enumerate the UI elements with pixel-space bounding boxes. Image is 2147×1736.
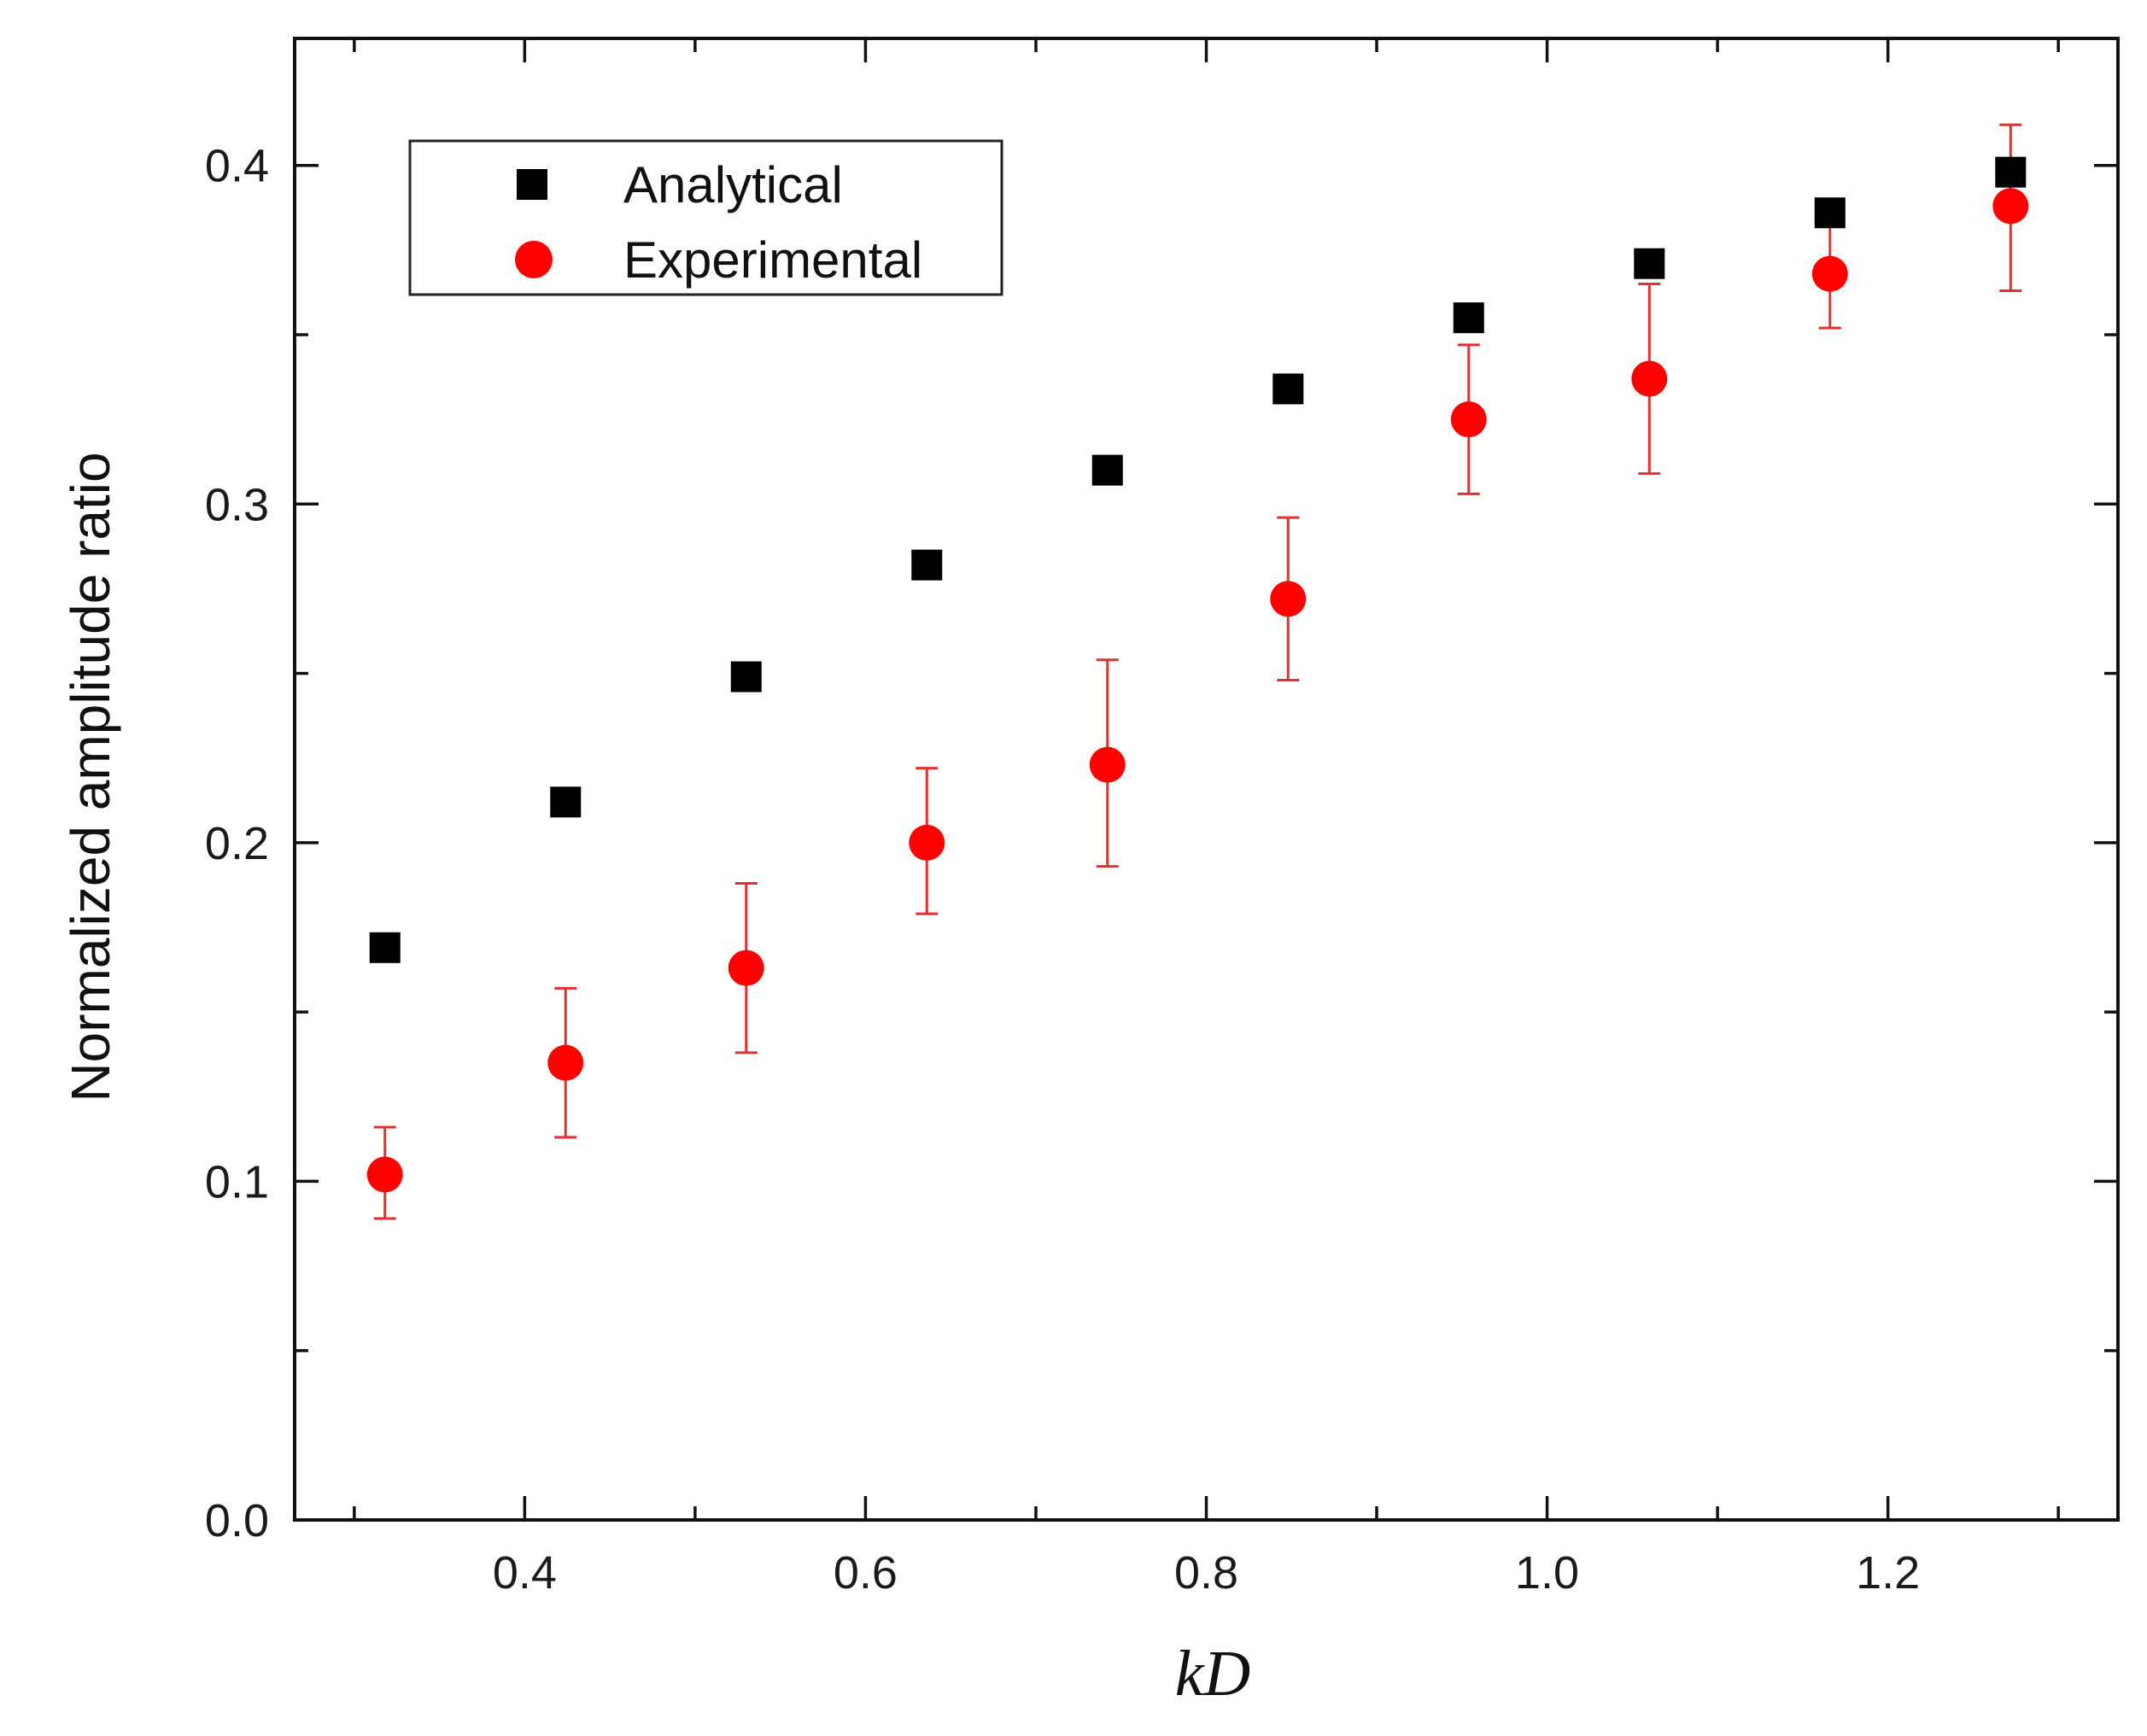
analytical-point [369,932,401,963]
experimental-point [1992,188,2029,225]
ticks: 0.4 0.6 0.8 1.0 1.2 0.0 0.1 0.2 0.3 0.4 [205,38,2118,1599]
legend-label-experimental: Experimental [623,231,922,289]
y-axis-label: Normalized amplitude ratio [60,452,121,1102]
legend-label-analytical: Analytical [623,156,843,213]
y-tick-label: 0.4 [205,141,269,192]
legend-square-icon [517,169,547,200]
legend-circle-icon [515,241,553,278]
analytical-point [1091,454,1123,486]
y-tick-label: 0.1 [205,1156,269,1207]
experimental-point [547,1044,584,1081]
experimental-point [909,824,945,861]
analytical-point [730,661,762,693]
analytical-point [550,786,582,818]
experimental-point [728,950,764,986]
x-tick-label: 0.8 [1174,1547,1238,1599]
y-tick-label: 0.0 [205,1495,269,1546]
x-tick-label: 1.2 [1856,1547,1920,1599]
experimental-point [1631,360,1668,397]
analytical-point [911,549,943,581]
experimental-point [1270,581,1307,617]
legend-box [408,139,1003,296]
analytical-point [1453,302,1484,334]
analytical-point [1995,156,2027,188]
analytical-point [1814,197,1846,229]
legend: Analytical Experimental [408,139,1003,296]
analytical-point [1634,248,1665,279]
analytical-point [1272,373,1304,405]
data-markers [366,156,2029,1193]
x-tick-label: 0.6 [834,1547,898,1599]
experimental-point [1450,401,1487,438]
y-tick-label: 0.3 [205,479,269,530]
x-axis-label: kD [1175,1638,1251,1710]
y-tick-label: 0.2 [205,818,269,869]
experimental-point [366,1156,403,1193]
x-tick-label: 0.4 [493,1547,557,1599]
experimental-point [1811,255,1848,292]
experimental-point [1089,746,1126,783]
x-tick-label: 1.0 [1515,1547,1579,1599]
